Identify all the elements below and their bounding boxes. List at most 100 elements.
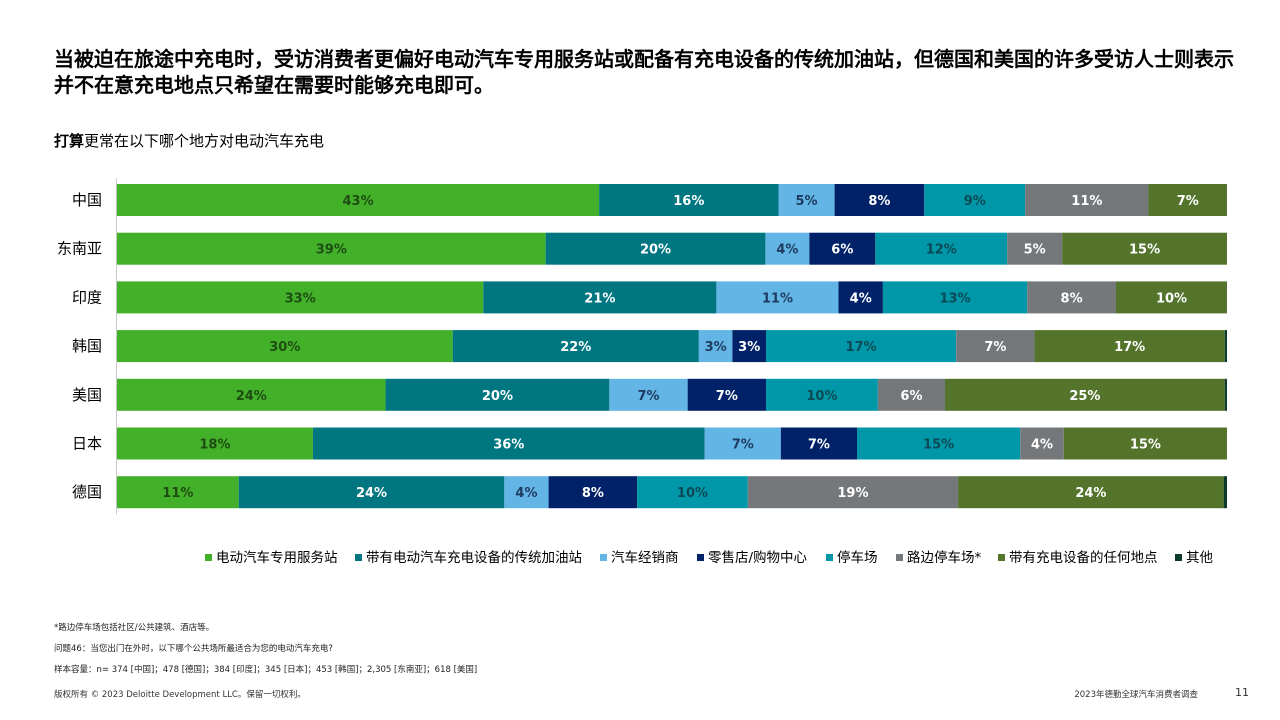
data-label: 5% xyxy=(1024,243,1046,258)
data-label: 13% xyxy=(939,291,970,306)
data-label: 21% xyxy=(584,291,615,306)
note-footnote: *路边停车场包括社区/公共建筑、酒店等。 xyxy=(54,623,215,633)
category-label: 中国 xyxy=(72,191,102,209)
legend-label: 带有充电设备的任何地点 xyxy=(1009,550,1158,566)
bar-segment xyxy=(117,330,453,363)
bar-segment xyxy=(780,427,857,460)
data-label: 15% xyxy=(1129,243,1160,258)
stacked-bar-chart: 中国 43% 16% 5% 8% 9% 11% 7% 东南亚 39% 20% 4% 6% 12% 5% 15%… xyxy=(57,178,1227,515)
data-label: 24% xyxy=(236,389,267,404)
bar-segment xyxy=(945,378,1225,411)
bar-segment xyxy=(687,378,766,411)
legend-item: 零售店/购物中心 xyxy=(697,546,807,566)
bar-row: 美国 24% 20% 7% 7% 10% 6% 25% xyxy=(72,378,1227,411)
bar-segment xyxy=(1224,378,1227,411)
bar-segment xyxy=(1223,476,1227,509)
headline: 当被迫在旅途中充电时，受访消费者更偏好电动汽车专用服务站或配备有充电设备的传统加… xyxy=(54,46,1244,98)
bar-segment xyxy=(312,427,705,460)
data-label: 7% xyxy=(984,340,1006,355)
bar-segment xyxy=(1027,281,1116,314)
bar-segment xyxy=(1020,427,1064,460)
chart-legend: 电动汽车专用服务站 带有电动汽车充电设备的传统加油站 汽车经销商 零售店/购物中心 停车… xyxy=(0,546,1280,566)
bar-segment xyxy=(1224,330,1227,363)
data-label: 4% xyxy=(850,291,872,306)
data-label: 24% xyxy=(1075,486,1106,501)
note-question: 问题46：当您出门在外时，以下哪个公共场所最适合为您的电动汽车充电? xyxy=(54,644,333,654)
data-label: 20% xyxy=(640,243,671,258)
data-label: 15% xyxy=(1130,438,1161,453)
category-label: 美国 xyxy=(72,386,102,404)
bar-segment xyxy=(924,184,1026,216)
data-label: 30% xyxy=(269,340,300,355)
data-label: 5% xyxy=(796,194,818,209)
data-label: 10% xyxy=(1156,291,1187,306)
chart-notes: *路边停车场包括社区/公共建筑、酒店等。 问题46：当您出门在外时，以下哪个公共… xyxy=(54,618,477,681)
legend-item: 带有充电设备的任何地点 xyxy=(998,546,1158,566)
bar-segment xyxy=(809,232,876,265)
data-label: 16% xyxy=(673,194,704,209)
bar-segment xyxy=(117,378,386,411)
legend-swatch xyxy=(600,554,607,561)
legend-swatch xyxy=(826,554,833,561)
bar-segment xyxy=(716,281,839,314)
bar-segment xyxy=(875,232,1008,265)
legend-item: 停车场 xyxy=(826,546,878,566)
bar-segment xyxy=(778,184,835,216)
bar-segment xyxy=(117,427,313,460)
bar-segment xyxy=(698,330,733,363)
data-label: 7% xyxy=(808,438,830,453)
data-label: 8% xyxy=(1061,291,1083,306)
data-label: 7% xyxy=(637,389,659,404)
bar-segment xyxy=(765,378,878,411)
bar-segment xyxy=(732,330,766,363)
bar-row: 日本 18% 36% 7% 7% 15% 4% 15% xyxy=(72,427,1227,460)
bar-segment xyxy=(834,184,925,216)
data-label: 9% xyxy=(964,194,986,209)
note-sample-size: 样本容量：n= 374 [中国]；478 [德国]；384 [印度]；345 [… xyxy=(54,665,478,675)
bar-segment xyxy=(958,476,1224,509)
category-label: 东南亚 xyxy=(57,240,102,258)
data-label: 10% xyxy=(677,486,708,501)
legend-label: 汽车经销商 xyxy=(611,550,679,566)
data-label: 11% xyxy=(762,291,793,306)
bar-row: 印度 33% 21% 11% 4% 13% 8% 10% xyxy=(72,281,1227,314)
chart-subtitle: 打算更常在以下哪个地方对电动汽车充电 xyxy=(54,130,324,151)
bar-segment xyxy=(545,232,766,265)
bar-segment xyxy=(877,378,946,411)
data-label: 20% xyxy=(482,389,513,404)
bar-segment xyxy=(1148,184,1227,216)
data-label: 24% xyxy=(356,486,387,501)
bar-segment xyxy=(857,427,1021,460)
bar-segment xyxy=(504,476,549,509)
legend-swatch xyxy=(205,554,212,561)
bar-segment xyxy=(117,184,600,216)
subtitle-rest: 更常在以下哪个地方对电动汽车充电 xyxy=(84,132,325,150)
headline-rest: ，受访消费者更偏好电动汽车专用服务站或配备有充电设备的传统加油站，但德国和美国的… xyxy=(54,47,1234,97)
bar-segment xyxy=(637,476,748,509)
data-label: 15% xyxy=(923,438,954,453)
data-label: 11% xyxy=(1071,194,1102,209)
bar-segment xyxy=(483,281,717,314)
data-label: 10% xyxy=(806,389,837,404)
data-label: 8% xyxy=(868,194,890,209)
data-label: 19% xyxy=(837,486,868,501)
bar-segment xyxy=(882,281,1028,314)
legend-item: 其他 xyxy=(1175,546,1213,566)
data-label: 4% xyxy=(515,486,537,501)
bar-segment xyxy=(1007,232,1063,265)
bar-segment xyxy=(609,378,688,411)
bar-segment xyxy=(238,476,505,509)
bar-segment xyxy=(1062,232,1227,265)
data-label: 4% xyxy=(1031,438,1053,453)
subtitle-emphasis: 打算 xyxy=(54,132,85,150)
data-label: 6% xyxy=(831,243,853,258)
data-label: 17% xyxy=(846,340,877,355)
bar-row: 韩国 30% 22% 3% 3% 17% 7% 17% xyxy=(72,330,1227,363)
legend-swatch xyxy=(355,554,362,561)
bar-segment xyxy=(117,281,484,314)
data-label: 25% xyxy=(1069,389,1100,404)
legend-label: 路边停车场* xyxy=(907,550,982,566)
data-label: 17% xyxy=(1114,340,1145,355)
legend-item: 路边停车场* xyxy=(896,546,981,566)
bar-segment xyxy=(956,330,1035,363)
